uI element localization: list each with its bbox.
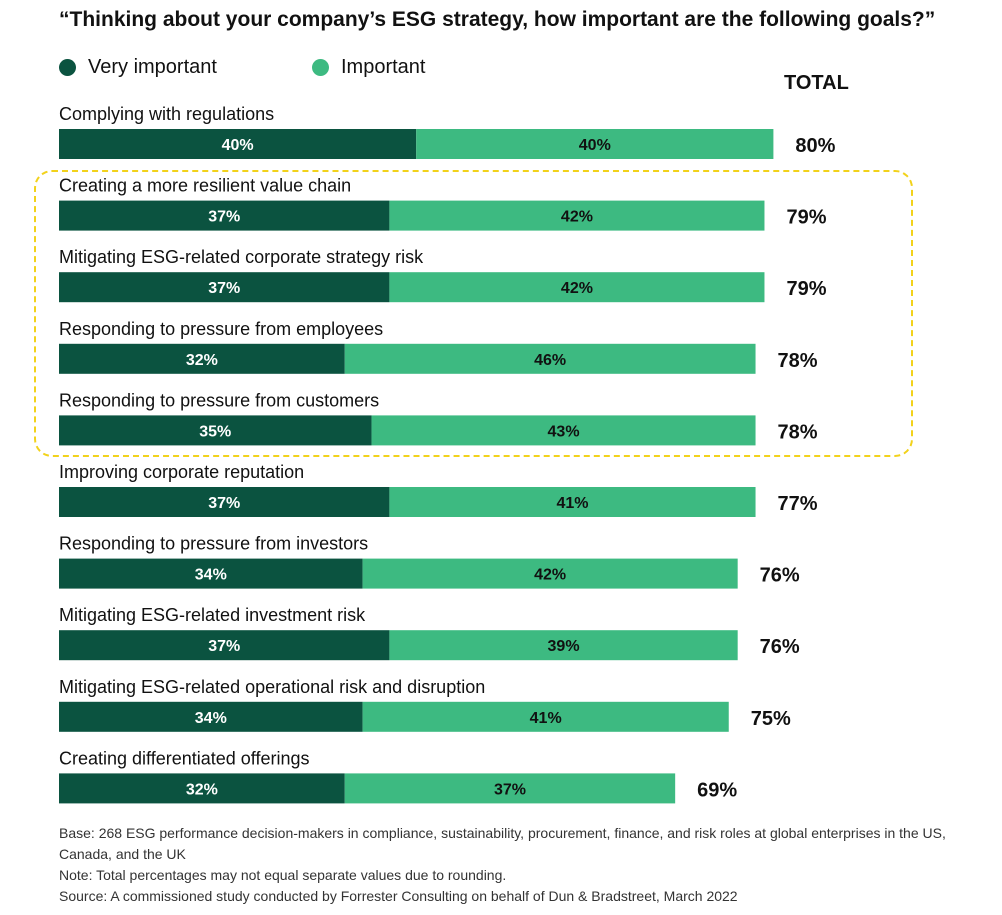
total-label: 79% (786, 207, 826, 229)
highlight-box (34, 170, 913, 457)
bar-important (389, 487, 756, 517)
data-label-very-important: 37% (208, 495, 240, 512)
total-label: 77% (778, 493, 818, 515)
bar-very-important (59, 415, 372, 446)
legend-item-very-important: Very important (59, 54, 217, 80)
data-label-very-important: 37% (208, 209, 240, 226)
data-label-very-important: 40% (222, 137, 254, 154)
total-label: 75% (751, 708, 791, 730)
bar-important (416, 129, 774, 159)
data-label-very-important: 34% (195, 710, 227, 727)
chart-title: “Thinking about your company’s ESG strat… (59, 8, 936, 31)
stacked-bar-chart: Complying with regulations 40% 40% 80% Creat… (59, 104, 836, 804)
data-label-very-important: 37% (208, 280, 240, 297)
data-label-important: 40% (579, 137, 611, 154)
bar-important (389, 630, 738, 661)
legend-label-important: Important (341, 55, 426, 78)
total-label: 76% (760, 636, 800, 658)
bar-very-important (59, 630, 390, 661)
data-label-important: 42% (534, 567, 566, 584)
total-label: 76% (760, 565, 800, 587)
footnote-source: Source: A commissioned study conducted b… (59, 888, 738, 904)
bar-important (344, 773, 676, 804)
data-label-important: 42% (561, 209, 593, 226)
legend-item-important: Important (312, 54, 425, 80)
category-label: Responding to pressure from employees (59, 319, 383, 339)
bar-very-important (59, 272, 390, 303)
data-label-very-important: 32% (186, 352, 218, 369)
footnote-note: Note: Total percentages may not equal se… (59, 867, 507, 883)
data-label-very-important: 34% (195, 567, 227, 584)
category-label: Mitigating ESG-related operational risk … (59, 677, 485, 697)
bar-important (362, 701, 729, 732)
total-label: 79% (786, 278, 826, 300)
bar-important (371, 415, 756, 446)
data-label-important: 42% (561, 280, 593, 297)
bar-very-important (59, 487, 390, 517)
legend-swatch-very-important (59, 58, 76, 76)
bar-very-important (59, 343, 345, 374)
data-label-important: 37% (494, 781, 526, 798)
bar-very-important (59, 558, 363, 589)
bar-very-important (59, 773, 345, 804)
category-label: Responding to pressure from customers (59, 390, 379, 410)
total-label: 69% (697, 779, 737, 801)
total-label: 78% (778, 421, 818, 443)
data-label-important: 46% (534, 352, 566, 369)
footnote-base: Base: 268 ESG performance decision-maker… (59, 825, 946, 862)
category-label: Mitigating ESG-related corporate strateg… (59, 247, 424, 267)
category-label: Creating differentiated offerings (59, 748, 310, 768)
total-label: 80% (795, 135, 835, 157)
category-label: Complying with regulations (59, 104, 274, 124)
category-label: Creating a more resilient value chain (59, 176, 351, 196)
category-label: Improving corporate reputation (59, 462, 304, 482)
bar-very-important (59, 200, 390, 231)
legend-label-very-important: Very important (88, 55, 217, 78)
footnotes: Base: 268 ESG performance decision-maker… (59, 823, 974, 907)
bar-important (362, 558, 738, 589)
bar-very-important (59, 701, 363, 732)
legend-swatch-important (312, 58, 329, 76)
data-label-important: 43% (548, 423, 580, 440)
category-label: Mitigating ESG-related investment risk (59, 605, 366, 625)
bar-very-important (59, 129, 417, 159)
bar-important (389, 272, 765, 303)
total-column-heading: TOTAL (784, 72, 849, 94)
data-label-important: 41% (530, 710, 562, 727)
total-label: 78% (778, 350, 818, 372)
data-label-important: 41% (556, 495, 588, 512)
bar-important (344, 343, 756, 374)
bar-important (389, 200, 765, 231)
category-label: Responding to pressure from investors (59, 534, 368, 554)
data-label-important: 39% (548, 638, 580, 655)
data-label-very-important: 32% (186, 781, 218, 798)
data-label-very-important: 35% (199, 423, 231, 440)
data-label-very-important: 37% (208, 638, 240, 655)
